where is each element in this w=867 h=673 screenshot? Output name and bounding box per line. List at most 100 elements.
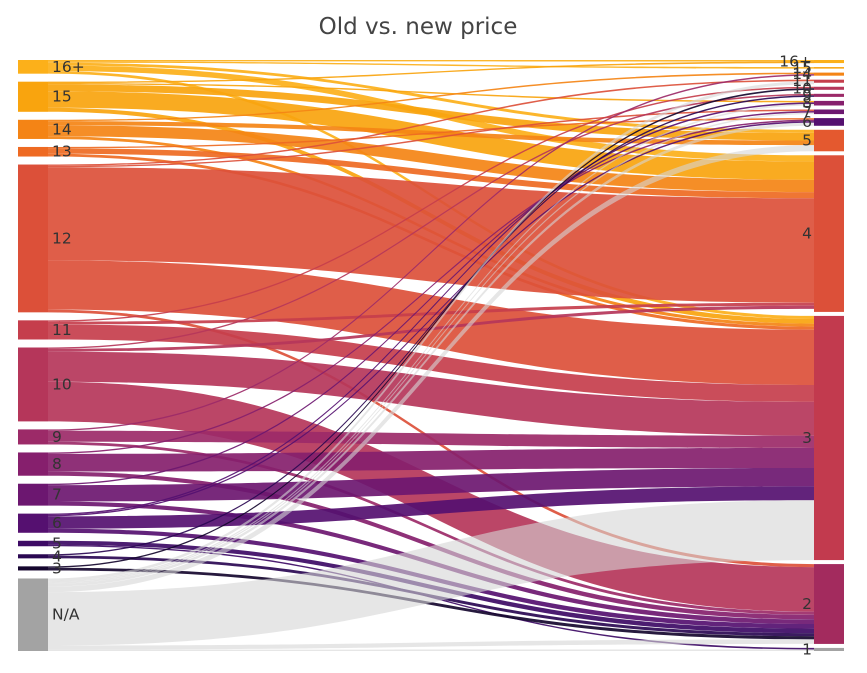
target-node-label: 8 bbox=[802, 94, 812, 112]
sankey-link[interactable] bbox=[48, 122, 814, 587]
sankey-link[interactable] bbox=[48, 119, 814, 454]
target-node[interactable] bbox=[814, 93, 844, 97]
target-node-label: 1 bbox=[802, 640, 812, 658]
sankey-link[interactable] bbox=[48, 83, 814, 103]
sankey-link[interactable] bbox=[48, 471, 814, 620]
source-node-label: 6 bbox=[52, 514, 62, 532]
sankey-link[interactable] bbox=[48, 102, 814, 515]
sankey-link[interactable] bbox=[48, 125, 814, 193]
target-node[interactable] bbox=[814, 79, 844, 83]
sankey-link[interactable] bbox=[48, 74, 814, 431]
target-node-label: 4 bbox=[802, 225, 812, 243]
sankey-link[interactable] bbox=[48, 167, 814, 303]
target-node-label: 14 bbox=[792, 65, 812, 83]
sankey-link[interactable] bbox=[48, 639, 814, 650]
sankey-link[interactable] bbox=[48, 430, 814, 448]
sankey-link[interactable] bbox=[48, 61, 814, 84]
sankey-link[interactable] bbox=[48, 649, 814, 651]
source-node[interactable] bbox=[18, 164, 48, 313]
source-node[interactable] bbox=[18, 347, 48, 422]
sankey-link[interactable] bbox=[48, 93, 814, 349]
source-node-label: 7 bbox=[52, 486, 62, 504]
source-node-label: 16+ bbox=[52, 58, 85, 76]
target-node[interactable] bbox=[814, 647, 844, 651]
target-node[interactable] bbox=[814, 72, 844, 76]
sankey-link[interactable] bbox=[48, 103, 814, 583]
sankey-link[interactable] bbox=[48, 79, 814, 166]
chart-title: Old vs. new price bbox=[319, 14, 518, 40]
sankey-link[interactable] bbox=[48, 486, 814, 529]
sankey-link[interactable] bbox=[48, 121, 814, 517]
source-node-label: 9 bbox=[52, 428, 62, 446]
sankey-link[interactable] bbox=[48, 351, 814, 436]
sankey-link[interactable] bbox=[48, 111, 814, 486]
source-node[interactable] bbox=[18, 452, 48, 476]
source-node[interactable] bbox=[18, 513, 48, 533]
sankey-link[interactable] bbox=[48, 86, 814, 322]
sankey-link[interactable] bbox=[48, 91, 814, 180]
sankey-link[interactable] bbox=[48, 72, 814, 122]
target-node-label: 2 bbox=[802, 595, 812, 613]
sankey-link[interactable] bbox=[48, 81, 814, 582]
sankey-link[interactable] bbox=[48, 260, 814, 386]
source-node-label: 3 bbox=[52, 559, 62, 577]
sankey-link[interactable] bbox=[48, 441, 814, 615]
source-node[interactable] bbox=[18, 578, 48, 651]
target-node[interactable] bbox=[814, 564, 844, 644]
source-node-label: 14 bbox=[52, 120, 72, 138]
source-node-label: 13 bbox=[52, 143, 72, 161]
target-node-label: 15 bbox=[792, 59, 812, 77]
source-node[interactable] bbox=[18, 566, 48, 571]
sankey-link[interactable] bbox=[48, 95, 814, 556]
source-node[interactable] bbox=[18, 554, 48, 559]
sankey-link[interactable] bbox=[48, 118, 814, 149]
sankey-link[interactable] bbox=[48, 112, 814, 584]
target-node-label: 6 bbox=[802, 113, 812, 131]
source-node-label: 5 bbox=[52, 535, 62, 553]
target-node[interactable] bbox=[814, 109, 844, 115]
sankey-link[interactable] bbox=[48, 109, 814, 168]
source-node-label: 11 bbox=[52, 321, 72, 339]
sankey-link[interactable] bbox=[48, 302, 814, 325]
source-node-label: 10 bbox=[52, 375, 72, 393]
target-node[interactable] bbox=[814, 60, 844, 64]
sankey-link[interactable] bbox=[48, 62, 814, 133]
sankey-link[interactable] bbox=[48, 567, 814, 640]
sankey-link[interactable] bbox=[48, 60, 814, 62]
source-node[interactable] bbox=[18, 119, 48, 139]
target-node-label: 11 bbox=[792, 72, 812, 90]
source-node-label: N/A bbox=[52, 606, 80, 624]
sankey-link[interactable] bbox=[48, 145, 814, 593]
source-node-label: 8 bbox=[52, 455, 62, 473]
source-node[interactable] bbox=[18, 320, 48, 340]
source-node[interactable] bbox=[18, 540, 48, 547]
source-node[interactable] bbox=[18, 429, 48, 445]
sankey-link[interactable] bbox=[48, 467, 814, 502]
source-node-label: 15 bbox=[52, 88, 72, 106]
sankey-link[interactable] bbox=[48, 447, 814, 472]
links-layer bbox=[48, 60, 814, 651]
sankey-link[interactable] bbox=[48, 148, 814, 199]
target-node-label: 7 bbox=[802, 103, 812, 121]
sankey-link[interactable] bbox=[48, 84, 814, 141]
sankey-link[interactable] bbox=[48, 324, 814, 402]
target-node[interactable] bbox=[814, 315, 844, 561]
source-node-label: 4 bbox=[52, 547, 62, 565]
source-node[interactable] bbox=[18, 60, 48, 74]
target-node[interactable] bbox=[814, 118, 844, 126]
target-node-label: 9 bbox=[802, 86, 812, 104]
target-node[interactable] bbox=[814, 86, 844, 90]
sankey-link[interactable] bbox=[48, 61, 814, 69]
sankey-link[interactable] bbox=[48, 500, 814, 646]
target-node-label: 10 bbox=[792, 79, 812, 97]
sankey-link[interactable] bbox=[48, 88, 814, 568]
target-node[interactable] bbox=[814, 129, 844, 152]
target-node[interactable] bbox=[814, 155, 844, 312]
target-node[interactable] bbox=[814, 67, 844, 69]
target-node[interactable] bbox=[814, 100, 844, 106]
source-node[interactable] bbox=[18, 146, 48, 157]
source-node[interactable] bbox=[18, 81, 48, 112]
labels-layer: 345678910111213141516+N/A123456789101114… bbox=[52, 53, 812, 659]
source-node[interactable] bbox=[18, 483, 48, 506]
